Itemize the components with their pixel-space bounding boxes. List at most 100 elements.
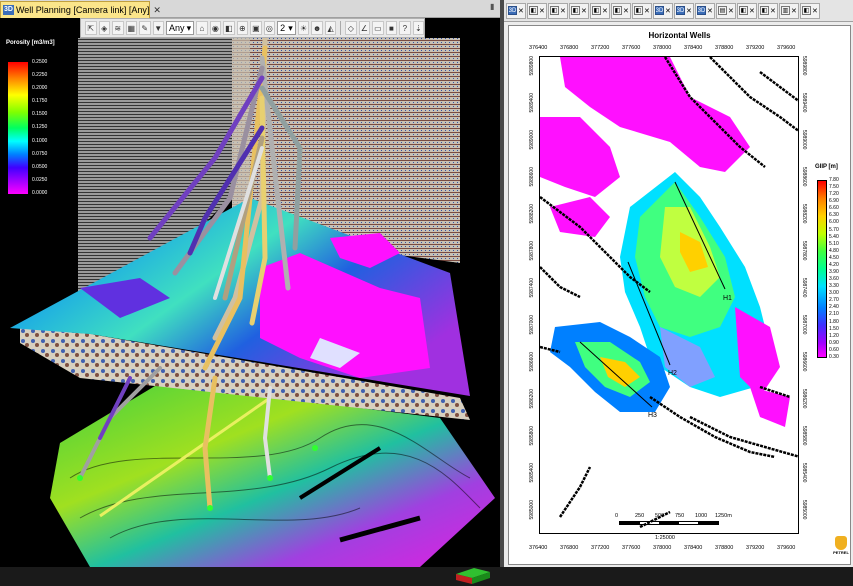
face-icon[interactable]: ☻ xyxy=(311,21,323,35)
filter-icon[interactable]: ▼ xyxy=(152,21,164,35)
close-icon[interactable]: ✕ xyxy=(560,7,566,15)
well-label-h3: H3 xyxy=(648,412,657,419)
light-icon[interactable]: ☀ xyxy=(297,21,310,35)
window-tab[interactable]: 3D ✕ xyxy=(506,2,526,19)
x-tick-label: 379600 xyxy=(777,45,796,51)
close-icon[interactable]: ✕ xyxy=(665,7,671,15)
count-select[interactable]: 2 ▾ xyxy=(277,21,296,35)
close-icon[interactable]: ✕ xyxy=(686,7,692,15)
tab-well-planning[interactable]: 3D Well Planning [Camera link] [Any] ✕ xyxy=(0,1,161,18)
window-tab[interactable]: ◧ ✕ xyxy=(548,2,568,19)
close-icon[interactable]: ✕ xyxy=(581,7,587,15)
giip-tick-label: 7.50 xyxy=(829,184,839,191)
giip-tick-label: 0.90 xyxy=(829,339,839,346)
giip-tick-label: 1.80 xyxy=(829,318,839,325)
window-tab[interactable]: ▤ ✕ xyxy=(716,2,736,19)
scale-label: 250 xyxy=(635,513,645,519)
giip-tick-label: 3.00 xyxy=(829,290,839,297)
chevron-down-icon: ▾ xyxy=(288,22,293,33)
window-tab[interactable]: ◧ ✕ xyxy=(800,2,820,19)
window-tab[interactable]: ◧ ✕ xyxy=(590,2,610,19)
map-paper: Horizontal Wells 376400 376400 376800 37680… xyxy=(508,25,851,565)
map-window-icon: ▥ xyxy=(781,6,790,15)
close-icon[interactable]: ✕ xyxy=(623,7,629,15)
close-icon[interactable]: ✕ xyxy=(707,7,713,15)
right-tabbar: 3D ✕ ◧ ✕ ◧ ✕ ◧ ✕ ◧ ✕ ◧ ✕ ◧ ✕ 3D ✕ 3D ✕ 3D ✕ ▤ ✕ ◧ ✕ ◧ ✕ ▥ ✕ ◧ ✕ xyxy=(504,0,853,22)
edit-icon[interactable]: ✎ xyxy=(139,21,151,35)
zoom-icon[interactable]: ⊕ xyxy=(236,21,249,35)
close-icon[interactable]: ✕ xyxy=(644,7,650,15)
y-tick-label: 5988600 xyxy=(801,167,807,187)
y-tick-label: 5985000 xyxy=(529,500,535,520)
select-tool-icon[interactable]: ⇱ xyxy=(85,21,97,35)
y-tick-label: 5987400 xyxy=(529,278,535,298)
giip-tick-label: 6.30 xyxy=(829,212,839,219)
more-icon[interactable]: ⇣ xyxy=(412,21,425,35)
3d-window-icon: 3D xyxy=(676,6,685,15)
porosity-tick-label: 0.0500 xyxy=(32,163,48,170)
window-tab[interactable]: ◧ ✕ xyxy=(527,2,547,19)
fill-icon[interactable]: ◇ xyxy=(345,21,357,35)
close-icon[interactable]: ✕ xyxy=(770,7,776,15)
window-tab[interactable]: ◧ ✕ xyxy=(569,2,589,19)
close-icon[interactable]: ✕ xyxy=(791,7,797,15)
scale-bar-graphic xyxy=(619,521,719,525)
close-icon[interactable]: ✕ xyxy=(153,4,161,15)
plot-icon[interactable]: ▭ xyxy=(372,21,384,35)
view-select[interactable]: Any ▾ xyxy=(166,21,195,35)
scale-ratio: 1:25000 xyxy=(655,535,675,541)
close-icon[interactable]: ✕ xyxy=(602,7,608,15)
close-icon[interactable]: ✕ xyxy=(518,7,524,15)
scale-label: 0 xyxy=(615,513,619,519)
window-tab[interactable]: 3D ✕ xyxy=(653,2,673,19)
giip-tick-label: 0.30 xyxy=(829,353,839,360)
porosity-tick-label: 0.1000 xyxy=(32,137,48,144)
window-tab[interactable]: ▥ ✕ xyxy=(779,2,799,19)
map-window-icon: ◧ xyxy=(802,6,811,15)
window-tab[interactable]: ◧ ✕ xyxy=(758,2,778,19)
giip-tick-label: 2.70 xyxy=(829,297,839,304)
camera-icon[interactable]: ◎ xyxy=(263,21,276,35)
pin-icon[interactable]: ▮ xyxy=(490,2,495,11)
y-tick-label: 5989000 xyxy=(529,130,535,150)
home-icon[interactable]: ⌂ xyxy=(196,21,208,35)
window-tab[interactable]: ◧ ✕ xyxy=(611,2,631,19)
map-window-icon: ▤ xyxy=(718,6,727,15)
window-tab[interactable]: 3D ✕ xyxy=(695,2,715,19)
window-tab[interactable]: ◧ ✕ xyxy=(737,2,757,19)
3d-viewport[interactable] xyxy=(0,35,500,584)
close-icon[interactable]: ✕ xyxy=(539,7,545,15)
3d-window: 3D Well Planning [Camera link] [Any] ✕ ▮… xyxy=(0,0,500,584)
giip-tick-label: 4.80 xyxy=(829,247,839,254)
paint-icon[interactable]: ◭ xyxy=(324,21,337,35)
map-title: Horizontal Wells xyxy=(648,31,711,40)
pick-icon[interactable]: ◈ xyxy=(98,21,110,35)
giip-colorbar xyxy=(817,180,827,358)
frame-icon[interactable]: ▣ xyxy=(250,21,262,35)
x-tick-label: 377600 xyxy=(622,45,641,51)
grid-icon[interactable]: ▦ xyxy=(125,21,137,35)
layers-icon[interactable]: ≋ xyxy=(112,21,124,35)
scale-label: 1250m xyxy=(715,513,732,519)
orientation-compass-icon[interactable] xyxy=(454,564,494,586)
giip-tick-label: 3.60 xyxy=(829,276,839,283)
help-icon[interactable]: ? xyxy=(399,21,411,35)
giip-tick-label: 6.90 xyxy=(829,198,839,205)
giip-tick-label: 5.70 xyxy=(829,226,839,233)
fit-icon[interactable]: ◧ xyxy=(223,21,235,35)
x-tick-label: 376800 xyxy=(560,545,579,551)
window-tab[interactable]: ◧ ✕ xyxy=(632,2,652,19)
eye-icon[interactable]: ◉ xyxy=(209,21,222,35)
close-icon[interactable]: ✕ xyxy=(728,7,734,15)
scale-bar: 0 250 500 750 1000 1250m 1:25000 xyxy=(615,513,743,553)
close-icon[interactable]: ✕ xyxy=(749,7,755,15)
window-tab[interactable]: 3D ✕ xyxy=(674,2,694,19)
close-icon[interactable]: ✕ xyxy=(812,7,818,15)
3d-toolbar: ⇱ ◈ ≋ ▦ ✎ ▼ Any ▾ ⌂ ◉ ◧ ⊕ ▣ ◎ 2 ▾ ☀ ☻ ◭ ◇ … xyxy=(80,18,425,38)
map-canvas[interactable]: H1 H2 H3 xyxy=(539,56,799,534)
giip-tick-label: 7.80 xyxy=(829,177,839,183)
video-icon[interactable]: ■ xyxy=(385,21,398,35)
y-tick-label: 5987800 xyxy=(529,241,535,261)
pane-splitter[interactable] xyxy=(500,0,504,567)
ruler-icon[interactable]: ∠ xyxy=(358,21,371,35)
